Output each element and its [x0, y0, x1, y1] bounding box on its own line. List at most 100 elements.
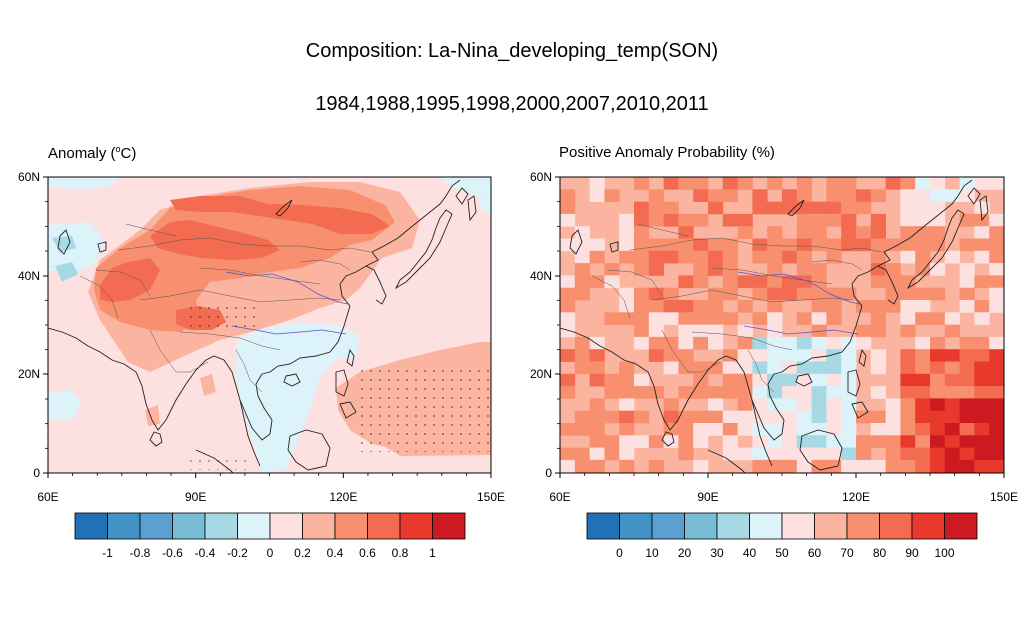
probability-cell [959, 410, 975, 424]
probability-cell [693, 459, 709, 473]
probability-colorbar-box [586, 512, 620, 540]
probability-cell [930, 447, 946, 461]
probability-colorbar-box [944, 512, 978, 540]
probability-cell [663, 177, 679, 190]
probability-cell [693, 300, 709, 313]
probability-cell [989, 263, 1004, 276]
country-border [691, 331, 793, 351]
probability-cell [574, 226, 590, 239]
probability-colorbar-box [911, 512, 945, 540]
probability-cell [619, 386, 635, 399]
coastline [847, 369, 861, 397]
anomaly-colorbar-label: 0.6 [359, 546, 376, 560]
probability-cell [796, 275, 812, 289]
probability-cell [693, 312, 709, 325]
probability-cell [826, 336, 842, 350]
probability-cell [989, 447, 1004, 461]
probability-cell [811, 263, 827, 276]
probability-cell [915, 459, 931, 473]
probability-cell [974, 410, 990, 424]
probability-cell [782, 361, 798, 375]
probability-cell [944, 373, 960, 387]
probability-cell [915, 435, 931, 448]
probability-cell [796, 201, 812, 215]
probability-cell [885, 177, 901, 190]
probability-cell [663, 361, 679, 375]
probability-cell [634, 226, 650, 239]
probability-cell [604, 275, 620, 289]
probability-cell [870, 300, 886, 313]
probability-map [559, 176, 1005, 474]
coastline [48, 327, 233, 431]
probability-cell [796, 349, 812, 362]
probability-cell [885, 435, 901, 448]
probability-cell [767, 423, 783, 436]
probability-cell [648, 189, 664, 202]
probability-cell [722, 250, 738, 264]
probability-cell [989, 250, 1004, 264]
probability-cell [989, 398, 1004, 412]
anomaly-colorbar-label: -0.4 [195, 546, 216, 560]
probability-cell [915, 373, 931, 387]
anomaly-lat-label: 0 [33, 466, 40, 480]
probability-cell [915, 189, 931, 202]
probability-cell [619, 213, 635, 227]
anomaly-colorbar-label: 1 [429, 546, 436, 560]
probability-cell [900, 386, 916, 399]
probability-cell [589, 177, 605, 190]
probability-cell [678, 435, 694, 448]
probability-cell [959, 263, 975, 276]
probability-cell [767, 435, 783, 448]
probability-colorbar-box [781, 512, 815, 540]
probability-cell [915, 447, 931, 461]
probability-cell [796, 238, 812, 252]
probability-cell [634, 177, 650, 190]
country-border [117, 237, 371, 253]
country-border [591, 275, 631, 319]
probability-cell [619, 300, 635, 313]
river [737, 271, 861, 305]
probability-lon-label: 150E [990, 490, 1018, 504]
country-border [149, 329, 209, 373]
probability-cell [796, 435, 812, 448]
probability-cell [870, 459, 886, 473]
probability-cell [959, 213, 975, 227]
probability-cell [752, 238, 768, 252]
probability-colorbar-box [651, 512, 685, 540]
anomaly-lat-label: 60N [18, 170, 40, 184]
probability-cell [989, 435, 1004, 448]
probability-cell [693, 189, 709, 202]
probability-lat-label: 60N [530, 170, 552, 184]
probability-cell [826, 238, 842, 252]
coastline [339, 179, 461, 307]
probability-cell [663, 312, 679, 325]
probability-cell [974, 275, 990, 289]
probability-cell [915, 250, 931, 264]
probability-cell [944, 324, 960, 338]
probability-cell [589, 349, 605, 362]
probability-colorbar-label: 0 [616, 546, 623, 560]
probability-cell [560, 201, 576, 215]
probability-cell [634, 312, 650, 325]
probability-cell [767, 263, 783, 276]
probability-cell [915, 238, 931, 252]
probability-cell [678, 336, 694, 350]
coastline [795, 373, 813, 387]
probability-cell [782, 238, 798, 252]
probability-cell [560, 213, 576, 227]
probability-colorbar-box [716, 512, 750, 540]
probability-cell [708, 361, 724, 375]
probability-cell [708, 263, 724, 276]
probability-cell [856, 447, 872, 461]
colorbars: -1 -0.8 -0.6 -0.4 -0.2 0 0.2 0.4 0.6 0.8 1 0 10 20 30 4… [74, 512, 978, 560]
probability-cell [841, 459, 857, 473]
coastline [467, 195, 477, 222]
probability-cell [589, 410, 605, 424]
probability-cell [752, 459, 768, 473]
probability-cell [693, 177, 709, 190]
probability-cell [737, 336, 753, 350]
probability-cell [930, 423, 946, 436]
probability-cell [974, 398, 990, 412]
probability-cell [796, 177, 812, 190]
probability-cell [811, 386, 827, 399]
